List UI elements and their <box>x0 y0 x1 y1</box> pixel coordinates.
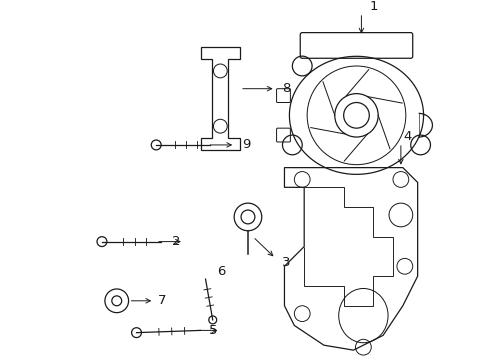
Text: 8: 8 <box>283 82 291 95</box>
Text: 1: 1 <box>370 0 378 13</box>
Text: 4: 4 <box>404 130 412 143</box>
Text: 9: 9 <box>242 139 250 152</box>
Text: 5: 5 <box>209 324 218 337</box>
Text: 3: 3 <box>281 256 290 269</box>
Text: 7: 7 <box>158 294 167 307</box>
Text: 6: 6 <box>218 265 226 278</box>
Text: 2: 2 <box>172 235 181 248</box>
